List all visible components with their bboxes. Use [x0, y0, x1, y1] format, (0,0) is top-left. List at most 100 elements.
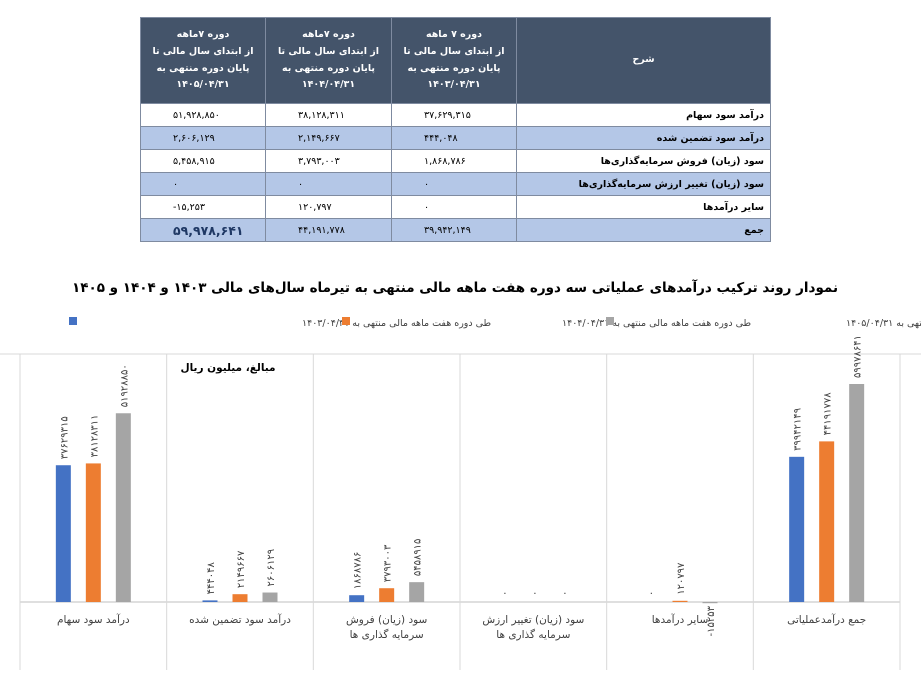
row-label: سایر درآمدها	[516, 195, 771, 219]
table-row: سایر درآمدها ۰ ۱۲۰,۷۹۷ -۱۵,۲۵۳	[140, 195, 771, 219]
data-label: ۳۸۱۲۸۳۱۱	[89, 414, 100, 457]
row-value: ۱,۸۶۸,۷۸۶	[391, 149, 517, 173]
category-label: سود (زیان) تغییر ارزش	[482, 614, 584, 626]
row-label: سود (زیان) تغییر ارزش سرمایه‌گذاری‌ها	[516, 172, 771, 196]
data-label: ۵۱۹۲۸۸۵۰	[119, 364, 130, 407]
data-label: ۰	[559, 591, 570, 596]
row-value: ۵,۴۵۸,۹۱۵	[140, 149, 266, 173]
table-total-row: جمع ۳۹,۹۴۲,۱۴۹ ۴۴,۱۹۱,۷۷۸ ۵۹,۹۷۸,۶۴۱	[140, 218, 771, 242]
bar	[349, 595, 365, 602]
bar	[202, 600, 218, 602]
bar	[819, 441, 835, 602]
row-value: ۰	[391, 172, 517, 196]
header-col3: دوره ۷ماهه از ابتدای سال مالی تا پایان د…	[140, 17, 266, 104]
bar	[115, 413, 131, 602]
row-value: ۲,۶۰۶,۱۲۹	[140, 126, 266, 150]
data-label: ۴۴۴۰۴۸	[206, 562, 217, 595]
row-value: ۰	[265, 172, 392, 196]
row-value: ۲,۱۴۹,۶۶۷	[265, 126, 392, 150]
data-label: ۵۹۹۷۸۶۴۱	[853, 335, 864, 378]
data-label: ۱۸۶۸۷۸۶	[353, 552, 364, 590]
bar	[672, 600, 688, 602]
table-row: سود (زیان) فروش سرمایه‌گذاری‌ها ۱,۸۶۸,۷۸…	[140, 149, 771, 173]
header-col3-line: ۱۴۰۵/۰۴/۳۱	[176, 79, 230, 91]
legend-swatch	[342, 317, 350, 325]
data-label: ۰	[646, 591, 657, 596]
chart-annotation: مبالغ، میلیون ریال	[180, 362, 275, 374]
table-row: درآمد سود سهام ۳۷,۶۲۹,۳۱۵ ۳۸,۱۲۸,۳۱۱ ۵۱,…	[140, 103, 771, 127]
bar	[702, 602, 718, 604]
category-label: درآمد سود سهام	[57, 613, 130, 626]
bar	[789, 456, 805, 602]
header-col1: دوره ۷ ماهه از ابتدای سال مالی تا پایان …	[391, 17, 517, 104]
chart-legend: طی دوره هفت ماهه مالی منتهی به ۱۴۰۵/۰۴/۳…	[69, 317, 921, 329]
category-label: جمع درآمدعملیاتی	[787, 613, 866, 626]
table-header-row: شرح دوره ۷ ماهه از ابتدای سال مالی تا پا…	[140, 17, 771, 104]
row-value: ۰	[391, 195, 517, 219]
header-col1-line: دوره ۷ ماهه	[425, 29, 483, 41]
data-label: ۰	[499, 591, 510, 596]
data-label: ۲۶۰۶۱۲۹	[266, 549, 277, 587]
row-value: -۱۵,۲۵۳	[140, 195, 266, 219]
table-row: درآمد سود تضمین شده ۴۴۴,۰۴۸ ۲,۱۴۹,۶۶۷ ۲,…	[140, 126, 771, 150]
category-label: سرمایه گذاری ها	[350, 628, 424, 641]
bar	[849, 384, 865, 602]
header-col2-line: ۱۴۰۴/۰۴/۳۱	[301, 79, 356, 91]
bar	[232, 594, 248, 602]
row-value: ۵۱,۹۲۸,۸۵۰	[140, 103, 266, 127]
header-col1-line: ۱۴۰۳/۰۴/۳۱	[427, 79, 481, 91]
income-bar-chart: نمودار روند ترکیب درآمدهای عملیاتی سه دو…	[0, 279, 921, 670]
row-label: درآمد سود سهام	[516, 103, 771, 127]
header-col2: دوره ۷ماهه از ابتدای سال مالی تا پایان د…	[265, 17, 392, 104]
data-label: ۱۲۰۷۹۷	[676, 562, 687, 595]
row-value: ۳,۷۹۳,۰۰۳	[265, 149, 392, 173]
bar	[55, 465, 71, 602]
chart-bars: ۳۷۶۲۹۳۱۵ ۳۸۱۲۸۳۱۱ ۵۱۹۲۸۸۵۰ ۴۴۴۰۴۸ ۲۱۴۹۶۶۷ ۲۶۰…	[55, 335, 865, 636]
chart-frame	[0, 353, 921, 670]
data-label: ۵۴۵۸۹۱۵	[413, 539, 424, 577]
data-label: ۳۷۶۲۹۳۱۵	[59, 416, 70, 459]
header-col2-line: دوره ۷ماهه	[302, 29, 355, 41]
header-col1-line: پایان دوره منتهی به	[407, 62, 501, 74]
legend-swatch	[69, 317, 77, 325]
row-label: سود (زیان) فروش سرمایه‌گذاری‌ها	[516, 149, 771, 173]
data-label: ۳۹۹۴۲۱۴۹	[793, 408, 804, 451]
header-col2-line: از ابتدای سال مالی تا	[277, 45, 380, 57]
legend-label: طی دوره هفت ماهه مالی منتهی به ۱۴۰۴/۰۴/۳…	[562, 318, 751, 329]
header-description: شرح	[516, 17, 771, 104]
total-value: ۳۹,۹۴۲,۱۴۹	[391, 218, 517, 242]
bar	[262, 592, 278, 602]
row-value: ۳۷,۶۲۹,۳۱۵	[391, 103, 517, 127]
data-label: -۱۵۲۵۳	[706, 605, 717, 636]
row-value: ۰	[140, 172, 266, 196]
total-label: جمع	[516, 218, 771, 242]
header-col3-line: از ابتدای سال مالی تا	[152, 45, 254, 57]
category-label: سایر درآمدها	[652, 613, 709, 626]
data-label: ۰	[529, 591, 540, 596]
income-table: شرح دوره ۷ ماهه از ابتدای سال مالی تا پا…	[140, 17, 771, 242]
total-value: ۴۴,۱۹۱,۷۷۸	[265, 218, 392, 242]
data-label: ۳۷۹۳۰۰۳	[383, 544, 394, 582]
data-label: ۴۴۱۹۱۷۷۸	[823, 392, 834, 436]
table-row: سود (زیان) تغییر ارزش سرمایه‌گذاری‌ها ۰ …	[140, 172, 771, 196]
bar	[379, 588, 395, 602]
row-value: ۱۲۰,۷۹۷	[265, 195, 392, 219]
category-label: سود (زیان) فروش	[346, 614, 427, 626]
header-col1-line: از ابتدای سال مالی تا	[403, 45, 505, 57]
category-labels: درآمد سود سهام درآمد سود تضمین شده سود (زی…	[57, 613, 866, 641]
total-value: ۵۹,۹۷۸,۶۴۱	[140, 218, 266, 242]
legend-swatch	[606, 317, 614, 325]
header-col3-line: پایان دوره منتهی به	[156, 62, 250, 74]
row-value: ۳۸,۱۲۸,۳۱۱	[265, 103, 392, 127]
bar	[85, 463, 101, 602]
bar	[409, 582, 425, 602]
row-label: درآمد سود تضمین شده	[516, 126, 771, 150]
data-label: ۲۱۴۹۶۶۷	[236, 550, 247, 588]
category-label: درآمد سود تضمین شده	[189, 613, 291, 626]
row-value: ۴۴۴,۰۴۸	[391, 126, 517, 150]
legend-label: طی دوره هفت ماهه مالی منتهی به ۱۴۰۵/۰۴/۳…	[846, 318, 921, 329]
chart-title: نمودار روند ترکیب درآمدهای عملیاتی سه دو…	[72, 279, 838, 296]
legend-label: طی دوره هفت ماهه مالی منتهی به ۱۴۰۳/۰۴/۳…	[302, 318, 491, 329]
header-col3-line: دوره ۷ماهه	[176, 29, 230, 41]
header-col2-line: پایان دوره منتهی به	[281, 62, 375, 74]
